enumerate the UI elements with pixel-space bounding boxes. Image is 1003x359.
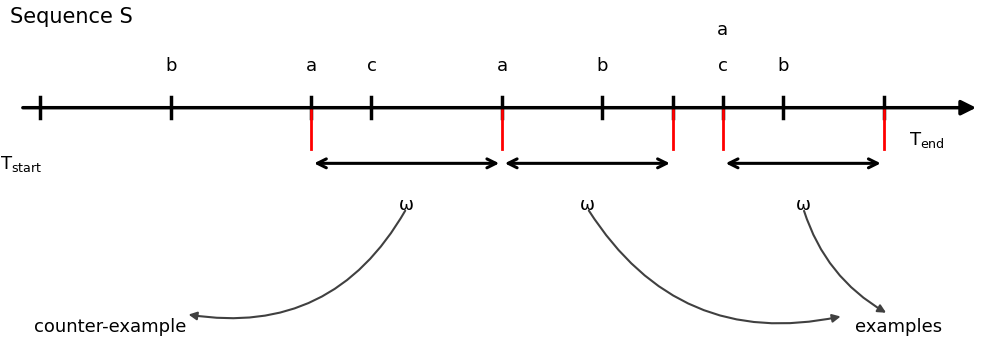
Text: ω: ω [580, 196, 594, 214]
Text: c: c [366, 57, 376, 75]
Text: ω: ω [399, 196, 413, 214]
Text: b: b [596, 57, 608, 75]
Text: a: a [495, 57, 508, 75]
Text: c: c [717, 57, 727, 75]
Text: b: b [776, 57, 788, 75]
Text: Sequence S: Sequence S [10, 7, 132, 27]
Text: T$_{\rm end}$: T$_{\rm end}$ [908, 130, 944, 150]
Text: counter-example: counter-example [34, 318, 187, 336]
Text: T$_{\rm start}$: T$_{\rm start}$ [0, 154, 42, 174]
Text: b: b [164, 57, 177, 75]
Text: examples: examples [855, 318, 941, 336]
Text: a: a [716, 22, 728, 39]
Text: ω: ω [795, 196, 809, 214]
Text: a: a [305, 57, 317, 75]
